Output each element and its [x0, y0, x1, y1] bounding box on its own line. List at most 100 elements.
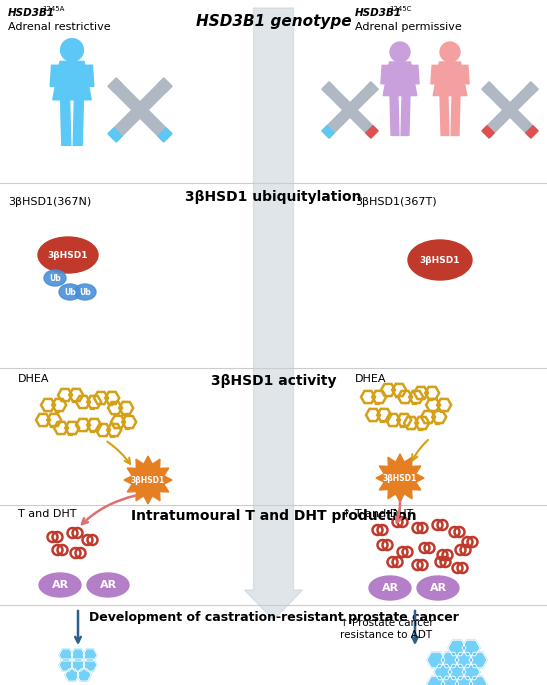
Text: 3βHSD1: 3βHSD1	[420, 256, 460, 264]
Polygon shape	[509, 82, 538, 110]
Text: T and DHT: T and DHT	[18, 509, 77, 519]
Polygon shape	[53, 62, 91, 100]
Ellipse shape	[44, 270, 66, 286]
Polygon shape	[83, 659, 97, 671]
Polygon shape	[65, 669, 79, 681]
Polygon shape	[50, 65, 60, 86]
Text: AR: AR	[429, 583, 446, 593]
Ellipse shape	[39, 573, 81, 597]
Polygon shape	[509, 110, 538, 138]
Polygon shape	[71, 659, 85, 671]
Polygon shape	[482, 126, 494, 138]
Ellipse shape	[369, 576, 411, 600]
Text: AR: AR	[51, 580, 68, 590]
Polygon shape	[350, 82, 378, 110]
Polygon shape	[448, 640, 466, 656]
Text: Adrenal permissive: Adrenal permissive	[355, 22, 462, 32]
Polygon shape	[108, 128, 122, 142]
Polygon shape	[448, 664, 466, 680]
Text: Adrenal restrictive: Adrenal restrictive	[8, 22, 110, 32]
Ellipse shape	[59, 284, 81, 300]
Circle shape	[61, 38, 83, 62]
Text: 3βHSD1: 3βHSD1	[131, 475, 165, 484]
Polygon shape	[61, 100, 71, 145]
Ellipse shape	[74, 284, 96, 300]
Text: Ub: Ub	[49, 273, 61, 282]
Polygon shape	[410, 65, 419, 84]
Polygon shape	[469, 676, 487, 685]
Text: DHEA: DHEA	[355, 374, 387, 384]
Text: Ub: Ub	[79, 288, 91, 297]
Text: ↑ Prostate cancer
resistance to ADT: ↑ Prostate cancer resistance to ADT	[340, 618, 434, 640]
Polygon shape	[455, 652, 473, 668]
Polygon shape	[322, 126, 334, 138]
Polygon shape	[441, 652, 459, 668]
Text: HSD3B1: HSD3B1	[8, 8, 55, 18]
Polygon shape	[482, 82, 494, 95]
Polygon shape	[427, 652, 445, 668]
Polygon shape	[383, 62, 417, 96]
Polygon shape	[431, 65, 439, 84]
Circle shape	[345, 105, 355, 115]
Polygon shape	[322, 82, 351, 110]
Polygon shape	[84, 65, 94, 86]
Polygon shape	[73, 100, 83, 145]
Polygon shape	[401, 96, 410, 136]
Text: ↑ T and DHT: ↑ T and DHT	[342, 509, 414, 519]
Polygon shape	[71, 649, 85, 661]
Text: 1245C: 1245C	[389, 6, 411, 12]
Polygon shape	[455, 676, 473, 685]
Polygon shape	[59, 659, 73, 671]
Polygon shape	[482, 82, 510, 110]
Text: 3βHSD1: 3βHSD1	[48, 251, 88, 260]
Ellipse shape	[87, 573, 129, 597]
Polygon shape	[139, 78, 172, 110]
Text: 3βHSD1 ubiquitylation: 3βHSD1 ubiquitylation	[185, 190, 362, 204]
Polygon shape	[376, 454, 424, 502]
Ellipse shape	[38, 237, 98, 273]
Polygon shape	[462, 640, 480, 656]
Circle shape	[390, 42, 410, 62]
Text: Ub: Ub	[64, 288, 76, 297]
Polygon shape	[59, 649, 73, 661]
Circle shape	[135, 105, 146, 115]
Polygon shape	[451, 96, 460, 136]
Text: 3βHSD1(367T): 3βHSD1(367T)	[355, 197, 437, 207]
Polygon shape	[108, 78, 141, 110]
Text: Development of castration-resistant prostate cancer: Development of castration-resistant pros…	[89, 611, 458, 624]
Text: DHEA: DHEA	[18, 374, 49, 384]
Polygon shape	[526, 82, 538, 95]
Polygon shape	[245, 8, 302, 620]
Polygon shape	[350, 110, 378, 138]
Text: HSD3B1: HSD3B1	[355, 8, 402, 18]
Text: HSD3B1 genotype: HSD3B1 genotype	[196, 14, 351, 29]
Polygon shape	[440, 96, 449, 136]
Text: 3βHSD1 activity: 3βHSD1 activity	[211, 374, 336, 388]
Polygon shape	[441, 676, 459, 685]
Polygon shape	[462, 664, 480, 680]
Polygon shape	[366, 126, 378, 138]
Polygon shape	[390, 96, 399, 136]
Polygon shape	[124, 456, 172, 504]
Text: 1245A: 1245A	[42, 6, 65, 12]
Polygon shape	[83, 649, 97, 661]
Polygon shape	[461, 65, 469, 84]
Polygon shape	[158, 128, 172, 142]
Polygon shape	[108, 110, 141, 142]
Polygon shape	[469, 652, 487, 668]
Polygon shape	[139, 110, 172, 142]
Polygon shape	[366, 82, 378, 95]
Polygon shape	[108, 78, 122, 92]
Polygon shape	[77, 669, 91, 681]
Text: 3βHSD1: 3βHSD1	[383, 473, 417, 482]
Polygon shape	[158, 78, 172, 92]
Polygon shape	[433, 62, 467, 96]
Text: AR: AR	[100, 580, 117, 590]
Text: Intratumoural T and DHT production: Intratumoural T and DHT production	[131, 509, 416, 523]
Polygon shape	[434, 664, 452, 680]
Polygon shape	[322, 110, 351, 138]
Ellipse shape	[408, 240, 472, 280]
Ellipse shape	[417, 576, 459, 600]
Text: 3βHSD1(367N): 3βHSD1(367N)	[8, 197, 91, 207]
Polygon shape	[427, 676, 445, 685]
